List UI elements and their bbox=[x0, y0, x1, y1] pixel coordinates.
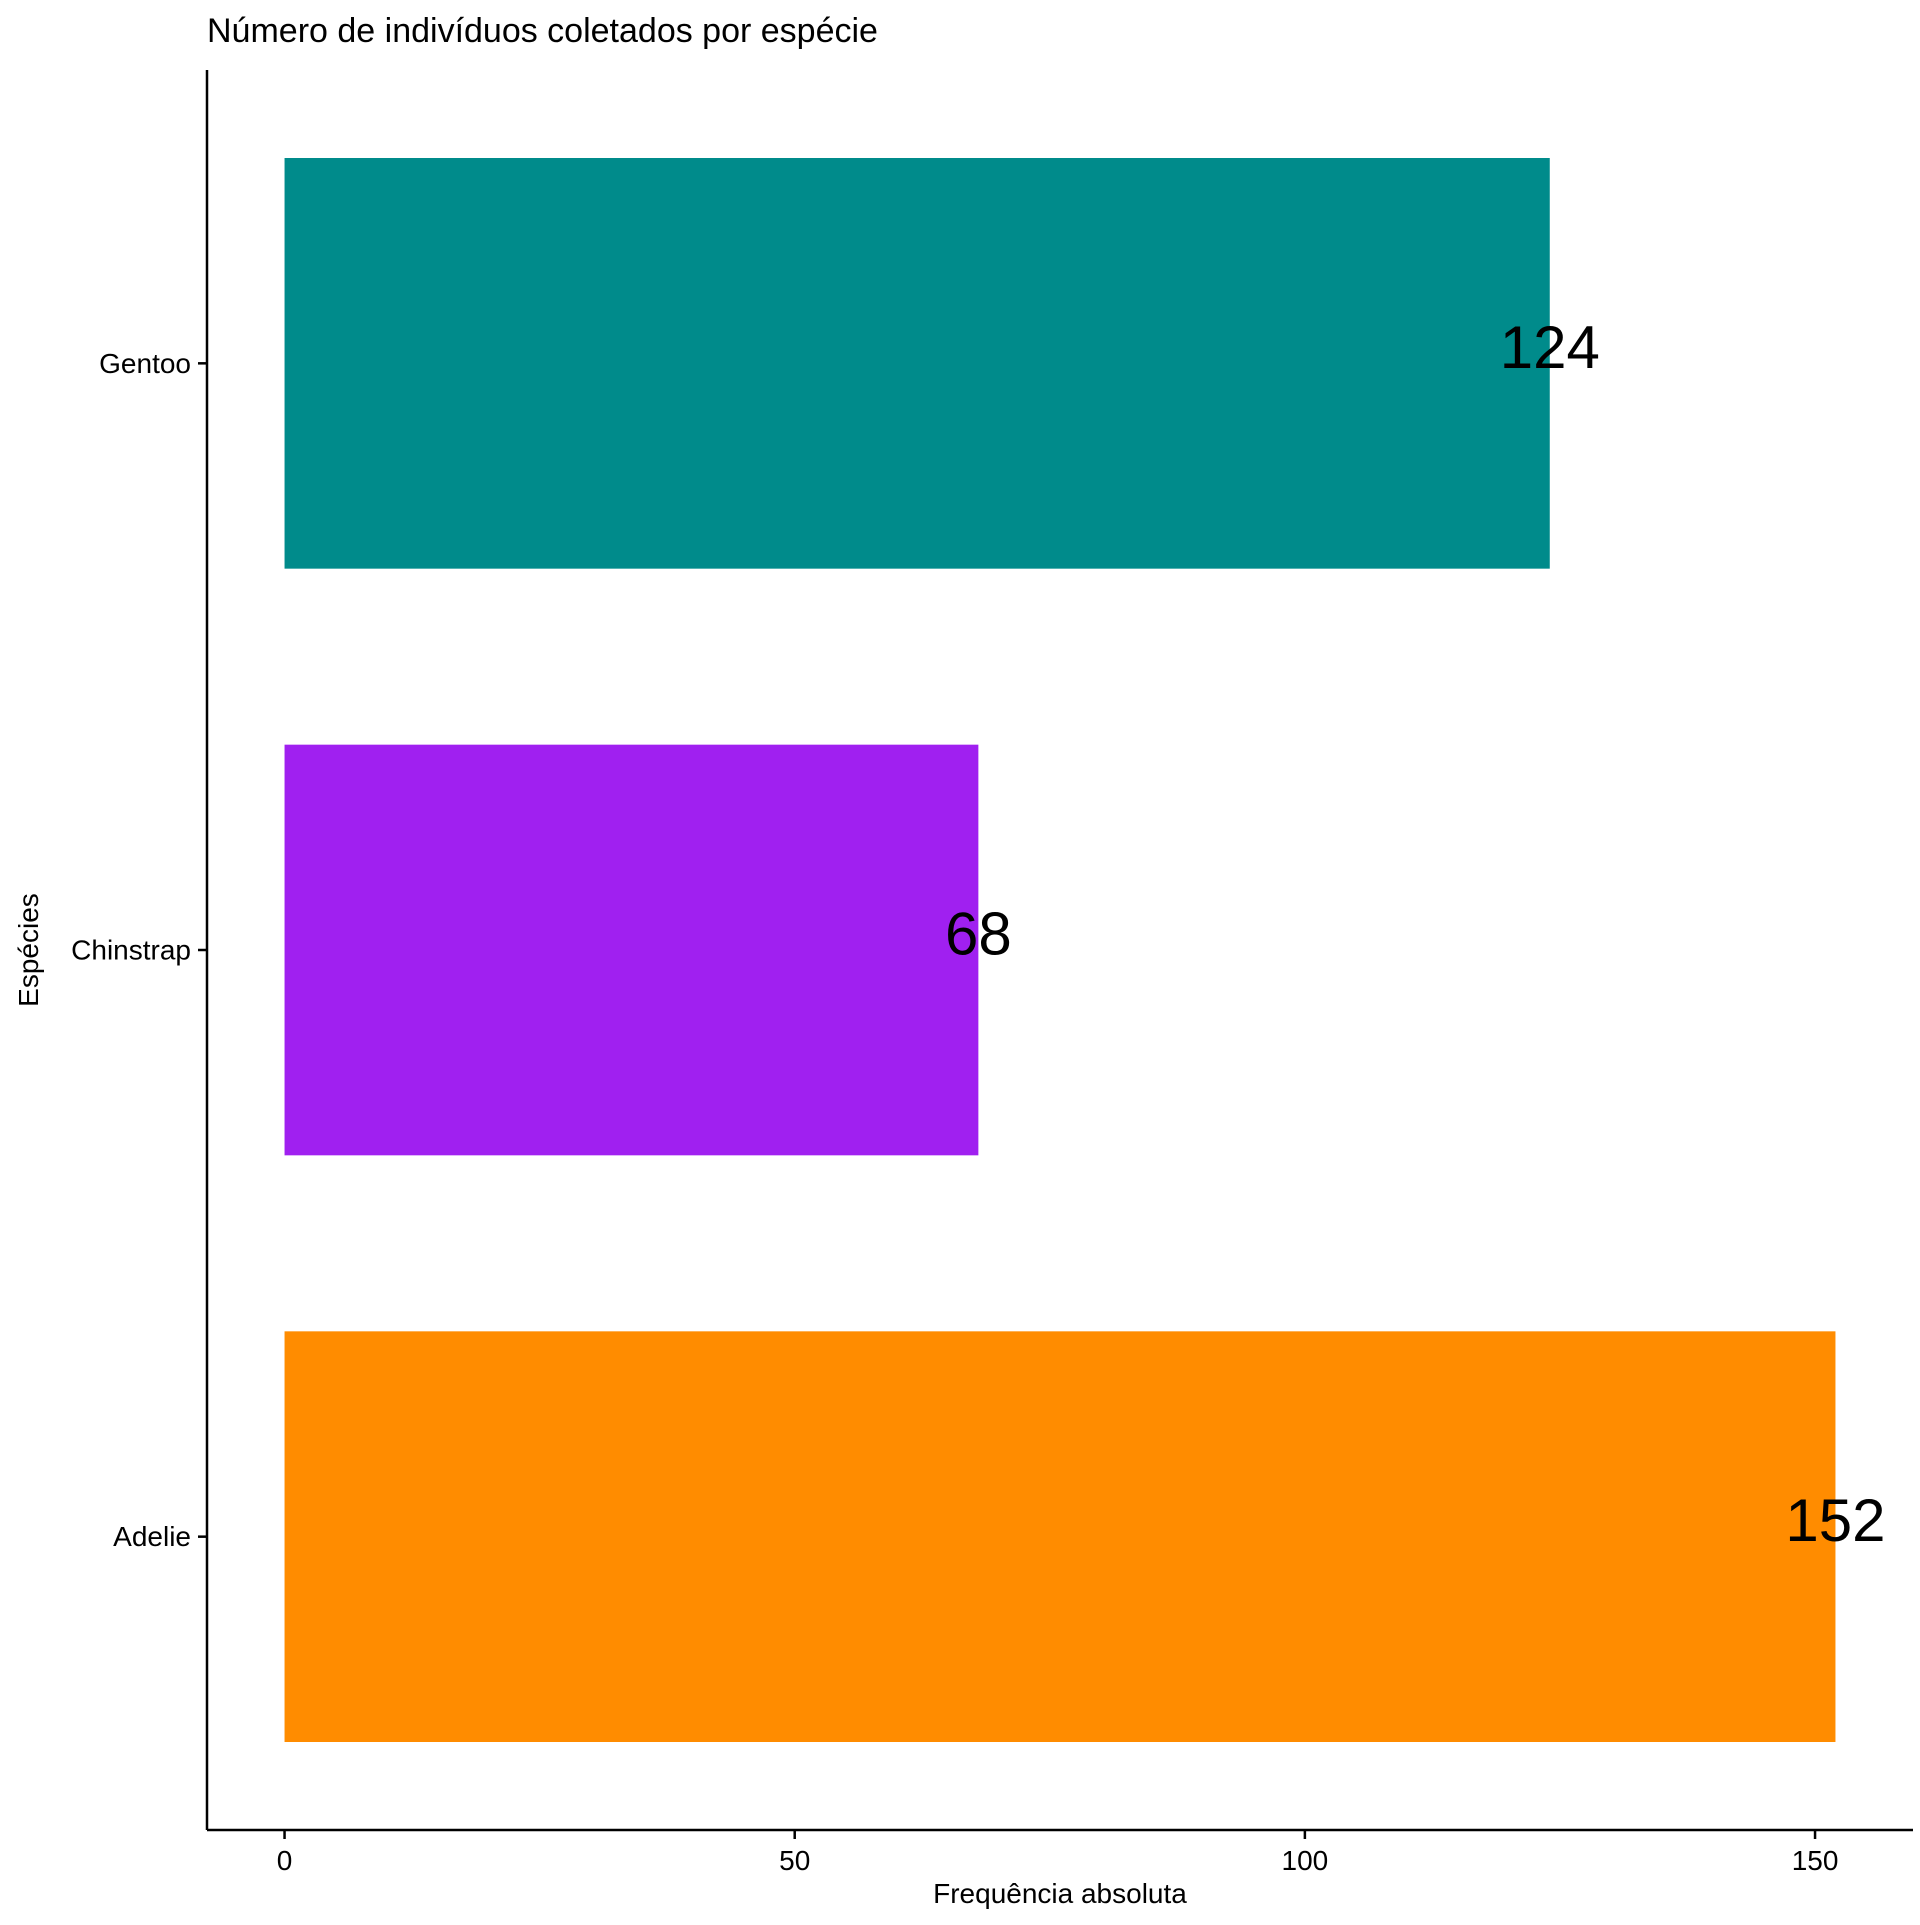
bar-gentoo bbox=[284, 158, 1550, 569]
data-label-gentoo: 124 bbox=[1500, 314, 1600, 381]
x-axis: 0 50 100 150 bbox=[277, 1830, 1839, 1876]
data-label-chinstrap: 68 bbox=[945, 901, 1012, 968]
x-tick-label-50: 50 bbox=[779, 1845, 810, 1876]
bar-adelie bbox=[284, 1331, 1836, 1742]
x-axis-title: Frequência absoluta bbox=[933, 1878, 1187, 1909]
y-tick-label-gentoo: Gentoo bbox=[99, 348, 191, 379]
y-tick-label-adelie: Adelie bbox=[113, 1521, 191, 1552]
bar-chinstrap bbox=[284, 744, 979, 1156]
bars-group bbox=[284, 158, 1836, 1742]
x-tick-label-0: 0 bbox=[277, 1845, 293, 1876]
y-tick-label-chinstrap: Chinstrap bbox=[71, 935, 191, 966]
x-tick-label-100: 100 bbox=[1282, 1845, 1329, 1876]
chart-title: Número de indivíduos coletados por espéc… bbox=[207, 12, 878, 50]
x-tick-label-150: 150 bbox=[1792, 1845, 1839, 1876]
data-labels-group: 152 68 124 bbox=[945, 314, 1886, 1554]
y-axis-title: Espécies bbox=[13, 893, 44, 1007]
y-axis: Adelie Chinstrap Gentoo bbox=[71, 348, 207, 1552]
data-label-adelie: 152 bbox=[1785, 1487, 1885, 1554]
